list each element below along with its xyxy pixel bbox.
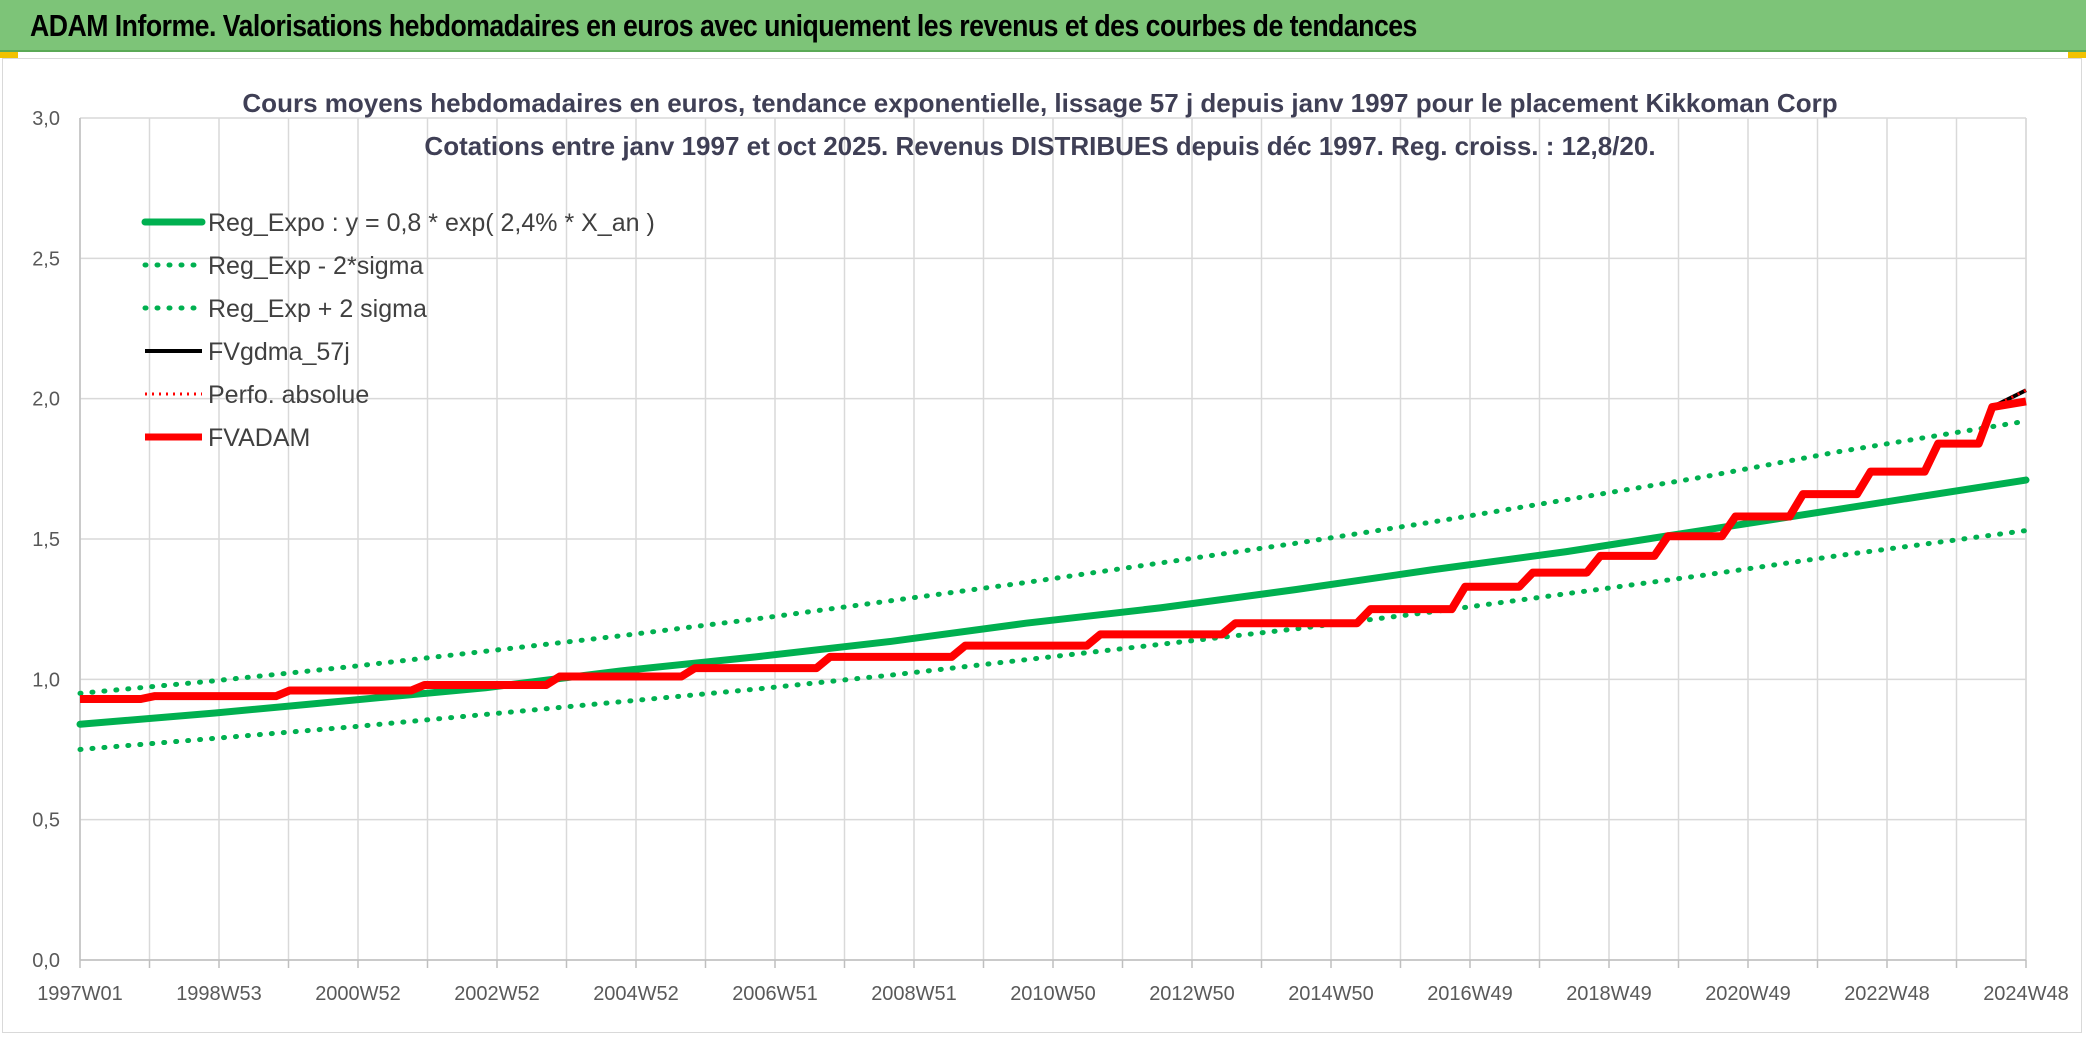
y-tick-label: 2,5 [32,248,60,270]
x-tick-label: 2006W51 [732,983,818,1005]
report-header: ADAM Informe. Valorisations hebdomadaire… [0,0,2086,52]
legend: Reg_Expo : y = 0,8 * exp( 2,4% * X_an ) R… [141,209,655,452]
x-tick-label: 2018W49 [1566,983,1652,1005]
axes: 0,0 0,5 1,0 1,5 2,0 2,5 3,0 1997W01 1998W53 2000W… [32,108,2069,1005]
chart-frame [2,58,2082,1033]
x-tick-label: 2008W51 [871,983,957,1005]
legend-label: FVADAM [208,424,310,452]
x-tick-label: 2020W49 [1705,983,1791,1005]
y-tick-label: 0,0 [32,950,60,972]
y-tick-label: 2,0 [32,389,60,411]
y-tick-label: 1,5 [32,529,60,551]
grid [79,117,2027,961]
fvadam-series [80,397,2027,703]
series-layer [76,388,2030,752]
legend-label: Perfo. absolue [208,381,369,409]
x-tick-label: 2022W48 [1844,983,1930,1005]
x-tick-label: 2000W52 [315,983,401,1005]
legend-label: FVgdma_57j [208,338,350,366]
reg-expo-series [76,476,2030,728]
y-tick-label: 3,0 [32,108,60,130]
y-tick-label: 1,0 [32,669,60,691]
x-tick-label: 2016W49 [1427,983,1513,1005]
x-tick-label: 2010W50 [1010,983,1096,1005]
x-tick-label: 1998W53 [176,983,262,1005]
legend-label: Reg_Exp + 2 sigma [208,295,427,323]
chart-title: Cours moyens hebdomadaires en euros, ten… [242,88,1837,118]
legend-label: Reg_Exp - 2*sigma [208,252,423,280]
report-title: ADAM Informe. Valorisations hebdomadaire… [30,8,1417,43]
x-tick-label: 2012W50 [1149,983,1235,1005]
x-tick-label: 2024W48 [1983,983,2069,1005]
reg-exp-minus-2sigma-series [77,528,2029,752]
x-tick-label: 2014W50 [1288,983,1374,1005]
legend-label: Reg_Expo : y = 0,8 * exp( 2,4% * X_an ) [208,209,655,237]
chart-subtitle: Cotations entre janv 1997 et oct 2025. R… [424,131,1655,161]
y-tick-label: 0,5 [32,810,60,832]
corner-mark-left [0,52,18,58]
corner-mark-right [2068,52,2086,58]
x-tick-label: 2002W52 [454,983,540,1005]
x-tick-label: 2004W52 [593,983,679,1005]
x-tick-label: 1997W01 [37,983,123,1005]
